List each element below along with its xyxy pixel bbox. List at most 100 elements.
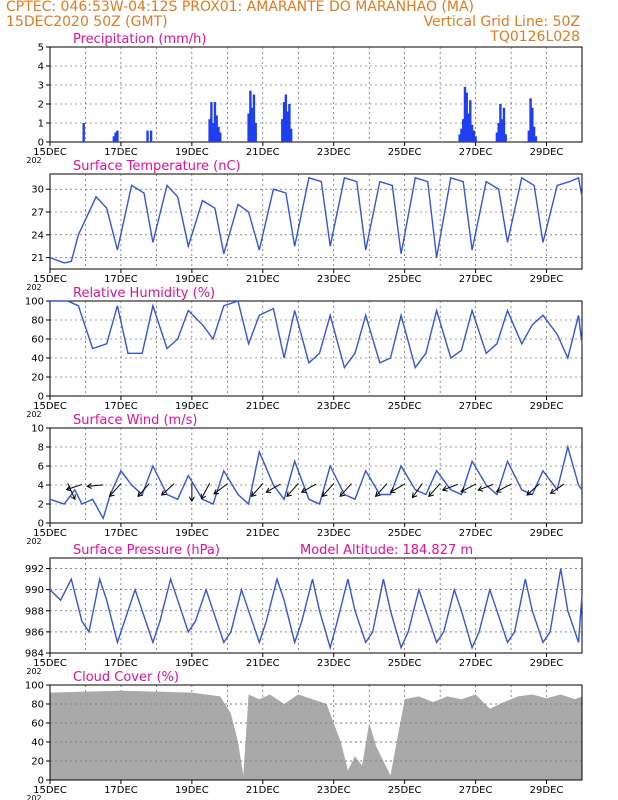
x-tick-label: 27DEC xyxy=(459,401,493,412)
y-tick-label: 986 xyxy=(25,627,44,638)
wind-vector xyxy=(339,483,352,497)
precip-bar xyxy=(461,119,465,142)
precip-bar xyxy=(495,132,499,142)
wind-vector-head xyxy=(411,492,418,499)
x-tick-label: 21DEC xyxy=(246,528,280,539)
precip-bar xyxy=(112,136,116,142)
precip-bar xyxy=(504,134,507,142)
wind-vector-head xyxy=(428,491,434,497)
precip-bar xyxy=(210,102,213,142)
wind-vector xyxy=(526,483,540,496)
y-tick-label: 4 xyxy=(38,481,44,492)
precip-bar xyxy=(149,130,153,142)
precip-bar xyxy=(465,92,468,142)
precip-bar xyxy=(458,134,461,142)
x-year-stub: 202 xyxy=(26,537,41,546)
panel-0: 0 1 2 3 4 5 15DEC 17DEC 19DEC 21DEC 23DEC 25DEC 27DE… xyxy=(26,32,583,165)
y-tick-label: 984 xyxy=(25,649,44,660)
y-tick-label: 60 xyxy=(31,719,44,730)
y-tick-label: 80 xyxy=(31,700,44,711)
wind-vector-head xyxy=(441,485,448,492)
x-tick-label: 23DEC xyxy=(317,528,351,539)
x-tick-label: 29DEC xyxy=(530,528,564,539)
y-tick-label: 40 xyxy=(31,354,44,365)
precip-bar xyxy=(469,100,472,142)
x-tick-label: 15DEC xyxy=(33,147,67,158)
x-tick-label: 19DEC xyxy=(175,658,209,669)
y-tick-label: 0 xyxy=(38,519,44,530)
y-tick-label: 21 xyxy=(31,253,44,264)
precip-bar xyxy=(254,123,257,142)
precip-bar xyxy=(208,119,211,142)
precip-bar xyxy=(531,107,534,142)
wind-vector xyxy=(411,483,423,498)
precip-bar xyxy=(281,119,284,142)
y-tick-label: 2 xyxy=(38,500,44,511)
x-tick-label: 29DEC xyxy=(530,147,564,158)
precip-bar xyxy=(114,132,117,142)
header-line1: CPTEC: 046:53W-04:12S PROX01: AMARANTE D… xyxy=(6,0,475,15)
precip-bar xyxy=(217,126,220,142)
y-tick-label: 40 xyxy=(31,738,44,749)
precip-bar xyxy=(472,130,476,142)
x-tick-label: 17DEC xyxy=(104,274,138,285)
x-tick-label: 19DEC xyxy=(175,147,209,158)
x-tick-label: 23DEC xyxy=(317,658,351,669)
panel-2: 0 20 40 60 80 100 15DEC 17DEC 19DEC 21DEC 23DEC 25D… xyxy=(25,286,583,419)
x-tick-label: 29DEC xyxy=(530,401,564,412)
x-tick-label: 15DEC xyxy=(33,401,67,412)
wind-vector-head xyxy=(339,491,346,497)
wind-vector-head xyxy=(460,487,467,493)
wind-vector xyxy=(213,483,228,495)
wind-vector xyxy=(286,483,299,497)
header-grid-note: Vertical Grid Line: 50Z xyxy=(423,14,580,30)
panel-title: Surface Wind (m/s) xyxy=(73,413,197,428)
panel-frame xyxy=(49,684,583,781)
panel-5: 0 20 40 60 80 100 15DEC 17DEC 19DEC 21DEC 23DEC 25D… xyxy=(25,670,583,800)
y-tick-label: 0 xyxy=(38,138,44,149)
precip-bar xyxy=(213,102,217,142)
wind-vector xyxy=(428,483,441,497)
x-tick-label: 15DEC xyxy=(33,274,67,285)
x-tick-label: 25DEC xyxy=(388,785,422,796)
precip-bar xyxy=(284,94,288,142)
precip-bar xyxy=(247,113,250,142)
x-tick-label: 21DEC xyxy=(246,401,280,412)
precip-bar xyxy=(460,128,463,142)
series-line xyxy=(49,568,583,651)
x-tick-label: 17DEC xyxy=(104,528,138,539)
x-tick-label: 17DEC xyxy=(104,401,138,412)
y-tick-label: 20 xyxy=(31,373,44,384)
x-tick-label: 23DEC xyxy=(317,147,351,158)
x-tick-label: 29DEC xyxy=(530,658,564,669)
wind-vector-head xyxy=(300,487,307,494)
x-tick-label: 19DEC xyxy=(175,528,209,539)
wind-vector xyxy=(161,483,175,496)
y-tick-label: 992 xyxy=(25,564,44,575)
series-line xyxy=(50,300,583,370)
y-tick-label: 100 xyxy=(25,297,44,308)
x-tick-label: 23DEC xyxy=(317,785,351,796)
x-year-stub: 202 xyxy=(26,410,41,419)
wind-vector xyxy=(87,484,104,487)
panel-4: 984 986 988 990 992 15DEC 17DEC 19DEC 21DEC 23DEC… xyxy=(25,543,583,676)
y-tick-label: 60 xyxy=(31,335,44,346)
x-year-stub: 202 xyxy=(26,156,41,165)
wind-vector-head xyxy=(188,496,195,502)
cloud-area xyxy=(50,690,582,780)
y-tick-label: 24 xyxy=(31,230,44,241)
x-year-stub: 202 xyxy=(26,283,41,292)
wind-vector-head xyxy=(549,488,556,494)
y-tick-label: 10 xyxy=(31,424,44,435)
panel-1: 21 24 27 30 15DEC 17DEC 19DEC 21DEC 23DEC 25DEC 27… xyxy=(26,159,583,292)
precip-bar xyxy=(146,130,149,142)
x-tick-label: 19DEC xyxy=(175,785,209,796)
precip-bar xyxy=(82,123,85,142)
x-tick-label: 21DEC xyxy=(246,274,280,285)
panel-annotation: Model Altitude: 184.827 m xyxy=(300,543,473,558)
wind-vector xyxy=(477,483,494,491)
x-tick-label: 17DEC xyxy=(104,785,138,796)
precip-bar xyxy=(211,123,215,142)
x-tick-label: 17DEC xyxy=(104,147,138,158)
